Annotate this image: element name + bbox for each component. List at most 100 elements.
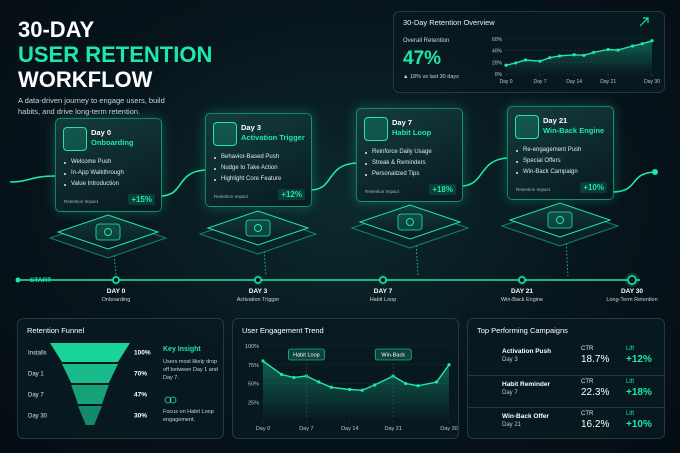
line-point — [572, 53, 576, 57]
timeline-dot — [627, 275, 637, 285]
x-tick-label: Day 14 — [341, 426, 358, 432]
line-point — [292, 375, 296, 380]
line-point — [404, 381, 408, 386]
impact-value: +10% — [580, 182, 607, 193]
funnel-segment — [62, 364, 118, 383]
stage-card: Day 3 Activation Trigger Behavior-Based Pu… — [205, 113, 312, 207]
stage-actions: Reinforce Daily Usage Streak & Reminders P… — [365, 147, 432, 180]
annotation-box — [374, 348, 412, 361]
drop-line — [565, 239, 569, 277]
timeline-start: START — [30, 277, 52, 284]
ctr-value: 22.3% — [581, 387, 610, 398]
line-point — [650, 39, 654, 43]
stage-action: Reinforce Daily Usage — [365, 147, 432, 158]
line-point — [504, 63, 508, 67]
campaign-icon — [478, 382, 494, 398]
line-point — [538, 59, 542, 63]
timeline-dots — [15, 273, 639, 287]
line-point — [616, 48, 620, 52]
timeline-point: DAY 30 Long-Term Retention — [587, 288, 677, 303]
overview-card: 30-Day Retention Overview Overall Retent… — [393, 11, 665, 93]
funnel-panel: Retention Funnel Installs 100% Day 1 70% Day… — [17, 318, 224, 439]
campaign-row: Habit Reminder Day 7 CTR 22.3% Lift +18% — [468, 375, 664, 406]
campaign-day: Day 7 — [502, 390, 518, 396]
x-tick-label: Day 7 — [534, 79, 547, 85]
stage-icon — [364, 117, 388, 141]
timeline-point: DAY 21 Win-Back Engine — [477, 288, 567, 303]
impact-label: Retention Impact — [64, 199, 99, 204]
header: 30-DAY USER RETENTION WORKFLOW — [18, 17, 212, 92]
stage-action: Welcome Push — [64, 157, 124, 168]
timeline-day: DAY 3 — [248, 288, 268, 295]
stage-icon — [213, 122, 237, 146]
timeline-dot — [379, 276, 387, 284]
stage-action: Special Offers — [516, 156, 581, 167]
campaigns-panel: Top Performing Campaigns Activation Push… — [467, 318, 665, 439]
insight-icon — [164, 396, 172, 404]
timeline-label: Activation Trigger — [236, 297, 280, 303]
platform-icon — [547, 211, 573, 229]
stage-action: Personalized Tips — [365, 169, 432, 180]
stat-value: 47% — [403, 48, 442, 69]
impact-value: +18% — [429, 184, 456, 195]
lift-value: +12% — [626, 354, 652, 365]
y-tick-label: 100% — [245, 344, 259, 350]
platform-icon — [397, 213, 423, 231]
funnel-value: 30% — [134, 413, 147, 420]
annotation-box — [288, 348, 325, 361]
stage-card: Day 0 Onboarding Welcome Push In-App Walkth… — [55, 118, 162, 212]
line-point — [557, 54, 562, 58]
platforms — [48, 202, 620, 277]
x-tick-label: Day 21 — [384, 426, 401, 432]
stage-day: Day 3 — [241, 123, 262, 132]
connectors — [9, 157, 656, 197]
impact-value: +15% — [128, 194, 155, 205]
timeline-label: Long-Term Retention — [606, 297, 658, 303]
campaign-icon — [478, 414, 494, 430]
ctr-label: CTR — [581, 346, 594, 352]
campaign-row: Activation Push Day 3 CTR 18.7% Lift +12% — [468, 343, 664, 373]
connector — [159, 169, 206, 197]
line-point — [630, 44, 635, 48]
platform-glyph — [254, 224, 262, 232]
stage-action: Behavior-Based Push — [214, 152, 281, 163]
line-point — [261, 359, 265, 363]
timeline-point: DAY 0 Onboarding — [71, 288, 161, 303]
platform-glyph — [104, 228, 112, 236]
x-tick-label: Day 30 — [644, 79, 660, 85]
timeline-day: DAY 0 — [106, 288, 126, 295]
stage-action: Value Introduction — [64, 179, 124, 190]
lift-label: Lift — [626, 411, 635, 417]
platform-glyph — [556, 216, 564, 224]
ctr-value: 16.2% — [581, 419, 610, 430]
line — [262, 360, 450, 392]
timeline-dot — [112, 276, 120, 284]
timeline-dot — [518, 276, 526, 284]
platform-top — [508, 202, 612, 238]
y-tick-label: 50% — [248, 382, 259, 388]
y-tick-label: 60% — [492, 37, 503, 43]
stage-action: Streak & Reminders — [365, 158, 432, 169]
connector — [9, 175, 56, 183]
overview-chart: 0% 20% 40% 60% Day 0 Day 7 Day 14 Day 21 Day 30 — [492, 17, 660, 85]
funnel-category: Day 30 — [28, 414, 48, 420]
stage-action: Highlight Core Feature — [214, 174, 281, 185]
subtitle: A data-driven journey to engage users, b… — [18, 96, 165, 116]
connector — [611, 171, 656, 193]
line-point — [329, 385, 333, 389]
insight-action: Focus on Habit Loop engagement. — [163, 409, 214, 423]
line-point — [280, 372, 284, 377]
timeline-label: Win-Back Engine — [500, 297, 544, 303]
y-tick-label: 75% — [248, 363, 259, 369]
campaign-icon — [478, 349, 494, 365]
funnel-category: Day 1 — [28, 372, 44, 378]
line-point — [317, 380, 321, 384]
stat-label: Overall Retention — [403, 38, 450, 44]
line-point — [373, 383, 377, 387]
stage-day: Day 0 — [91, 128, 112, 137]
y-tick-label: 20% — [492, 60, 503, 66]
funnel-segment — [50, 343, 130, 362]
ctr-label: CTR — [581, 411, 594, 417]
stat-change: ▲ 18% vs last 30 days — [403, 74, 459, 80]
timeline-point: DAY 7 Habit Loop — [338, 288, 428, 303]
